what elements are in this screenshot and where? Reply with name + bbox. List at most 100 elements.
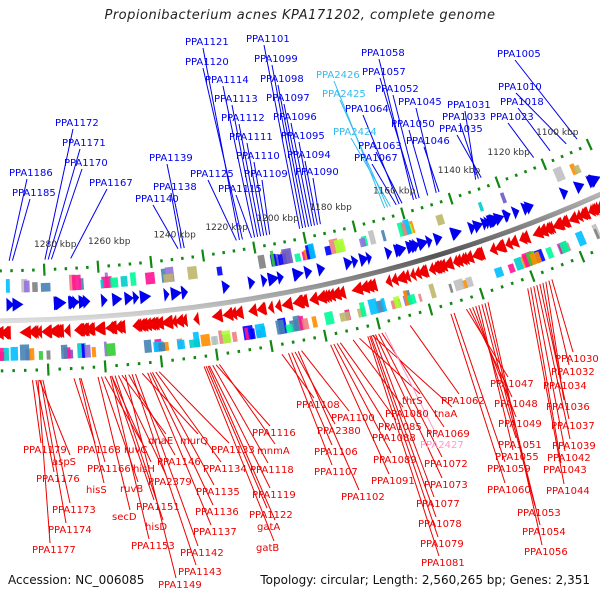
reverse-gene-arrow [274, 298, 283, 313]
forward-gene-label-callout [507, 122, 535, 158]
scale-tick-inner [490, 288, 494, 293]
forward-gene-label-callout [283, 103, 310, 227]
reverse-gene-label: PPA1136 [195, 507, 239, 518]
reverse-gene-label-callout [42, 379, 71, 504]
reverse-gene-label-callout [151, 372, 215, 486]
forward-feature-block [358, 237, 367, 248]
reverse-gene-label-callout [208, 365, 271, 489]
reverse-gene-label-callout [530, 287, 562, 464]
reverse-gene-label-callout [527, 288, 565, 485]
reverse-gene-label: PPA1077 [416, 499, 460, 510]
forward-gene-arrow [520, 202, 531, 216]
reverse-gene-label: PPA1173 [52, 505, 96, 516]
forward-gene-label-callout [235, 194, 253, 239]
scale-tick-inner [291, 340, 295, 344]
reverse-gene-label-callout [155, 371, 222, 463]
forward-gene-label: PPA1097 [266, 93, 310, 104]
reverse-gene-label: PPA1133 [211, 445, 255, 456]
reverse-gene-label: PPA1034 [543, 381, 587, 392]
reverse-gene-label-callout [73, 378, 96, 444]
forward-rna-label-callout [350, 137, 391, 207]
forward-gene-arrow [163, 287, 170, 302]
reverse-gene-label-callout [297, 351, 360, 491]
reverse-gene-arrow [281, 296, 294, 311]
scale-tick-outer [514, 173, 518, 178]
scale-tick-outer [477, 187, 481, 191]
forward-gene-label: PPA1010 [498, 82, 542, 93]
reverse-gene-arrow [293, 294, 304, 309]
forward-gene-label: PPA1110 [236, 151, 280, 162]
reverse-feature-block [244, 327, 250, 341]
reverse-gene-label-callout [141, 373, 199, 435]
reverse-gene-label: PPA1039 [552, 441, 596, 452]
forward-gene-arrow [82, 294, 91, 309]
reverse-gene-label: PPA1054 [522, 527, 566, 538]
forward-gene-arrow [316, 262, 326, 277]
reverse-gene-arrow [471, 247, 483, 261]
reverse-gene-label: ruvB [120, 484, 143, 495]
reverse-gene-label: PPA1062 [441, 396, 485, 407]
reverse-feature-block [380, 297, 388, 312]
reverse-gene-arrow [0, 325, 4, 340]
scale-tick-inner [345, 329, 349, 333]
scale-tick-label: 1180 kbp [309, 203, 352, 213]
forward-gene-label-callout [50, 168, 83, 260]
scale-tick-inner [540, 270, 545, 275]
forward-gene-arrow [487, 214, 497, 229]
forward-gene-label: PPA1095 [281, 131, 325, 142]
scale-tick-outer [381, 217, 386, 221]
forward-gene-label-callout [459, 122, 479, 179]
reverse-feature-block [249, 328, 256, 340]
forward-gene-arrow [395, 243, 407, 257]
forward-gene-arrow [424, 235, 433, 249]
forward-gene-label-callout [8, 178, 28, 261]
reverse-gene-label: PPA1177 [32, 545, 76, 556]
reverse-gene-label-callout [533, 286, 566, 452]
scale-tick-inner [510, 281, 514, 286]
forward-feature-block [324, 245, 332, 256]
reverse-gene-label-callout [450, 313, 506, 484]
forward-gene-arrow [350, 255, 359, 269]
reverse-gene-label-callout [333, 343, 392, 454]
forward-gene-arrow [404, 240, 417, 255]
reverse-gene-arrow [322, 289, 330, 303]
forward-feature-block [71, 274, 82, 291]
forward-gene-label: PPA1033 [442, 112, 486, 123]
forward-gene-label: PPA1125 [190, 169, 234, 180]
reverse-gene-arrow [232, 305, 245, 320]
scale-tick-outer [372, 219, 376, 224]
forward-gene-label-callout [514, 59, 578, 140]
reverse-feature-block [448, 283, 454, 293]
reverse-gene-label: aspS [52, 457, 76, 468]
reverse-gene-label: PPA1081 [421, 558, 465, 569]
reverse-gene-label: hisS [86, 485, 107, 496]
forward-gene-arrow [132, 290, 140, 305]
reverse-gene-label: PPA1044 [546, 486, 590, 497]
reverse-gene-arrow [363, 278, 375, 293]
reverse-gene-label-callout [336, 343, 391, 432]
forward-feature-block [144, 271, 156, 285]
scale-tick-inner [478, 287, 485, 300]
forward-rna-label: PPA2426 [316, 70, 360, 81]
scale-tick-outer [362, 222, 366, 226]
reverse-feature-block [143, 339, 153, 354]
reverse-gene-arrow [174, 313, 185, 328]
forward-gene-label: PPA1109 [244, 169, 288, 180]
forward-feature-block [120, 275, 128, 287]
scale-tick-label: 1240 kbp [153, 230, 196, 240]
scale-tick-outer [585, 138, 593, 151]
genome-summary-text: Topology: circular; Length: 2,560,265 bp… [260, 573, 590, 587]
scale-tick-outer [96, 260, 100, 273]
reverse-gene-label-callout [207, 365, 276, 521]
reverse-gene-label: ruvC [124, 445, 147, 456]
reverse-gene-label: PPA1106 [314, 447, 358, 458]
forward-gene-label-callout [271, 64, 304, 229]
reverse-feature-block [91, 346, 97, 358]
reverse-gene-label: PPA1051 [498, 440, 542, 451]
reverse-feature-block [558, 240, 571, 254]
scale-tick-outer [293, 238, 297, 242]
reverse-gene-label: PPA1042 [547, 453, 591, 464]
reverse-feature-block [301, 317, 310, 330]
scale-tick-inner [355, 326, 359, 331]
